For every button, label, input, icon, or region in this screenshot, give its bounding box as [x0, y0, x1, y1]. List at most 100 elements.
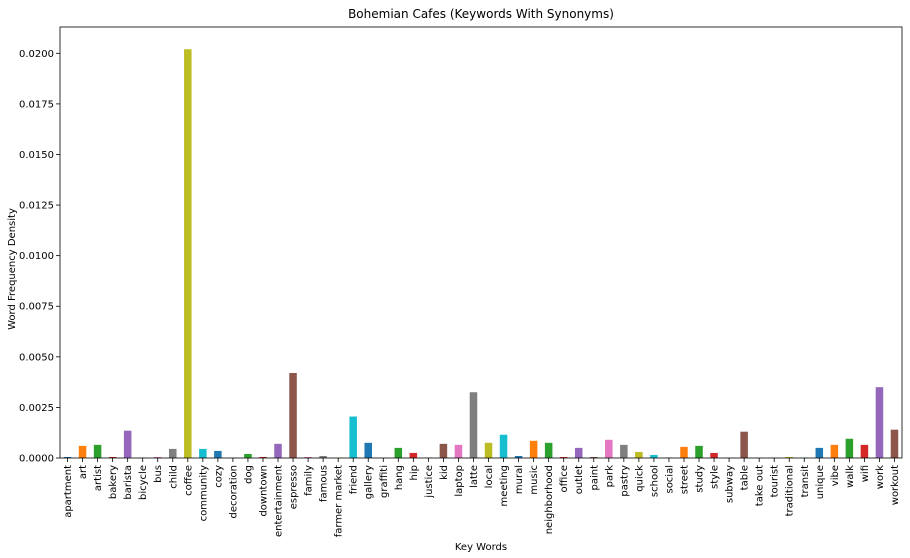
- bar-hip: [409, 452, 418, 458]
- x-tick-label: community: [198, 465, 209, 521]
- bar-kid: [439, 443, 448, 458]
- x-tick-label: table: [740, 465, 751, 490]
- x-tick-label: hip: [409, 465, 420, 480]
- x-tick-label: style: [710, 465, 721, 489]
- bar-pastry: [620, 444, 628, 458]
- y-tick-label: 0.0075: [19, 302, 54, 313]
- x-tick-label: kid: [439, 465, 450, 480]
- bar-friend: [349, 416, 357, 458]
- bar-workout: [890, 429, 899, 458]
- x-tick-label: mural: [514, 465, 525, 494]
- x-tick-label: artist: [93, 465, 104, 491]
- x-tick-label: downtown: [258, 465, 269, 517]
- bar-famous: [319, 455, 327, 458]
- bar-dog: [244, 453, 252, 458]
- x-tick-label: barista: [123, 465, 134, 500]
- y-tick-label: 0.0000: [19, 454, 54, 465]
- bar-espresso: [289, 373, 297, 458]
- y-axis-label: Word Frequency Density: [7, 208, 18, 330]
- bar-paint: [590, 456, 598, 458]
- x-tick-label: family: [304, 465, 315, 496]
- x-tick-label: bicycle: [138, 465, 149, 500]
- x-tick-label: paint: [589, 465, 600, 491]
- y-tick-label: 0.0025: [19, 403, 54, 414]
- x-tick-label: art: [78, 465, 89, 479]
- x-tick-label: local: [484, 465, 495, 488]
- x-tick-label: social: [664, 465, 675, 494]
- bar-apartment: [63, 456, 72, 458]
- plot-area: 0.0000 0.0025 0.0050 0.0075 0.0100 0.0125 0.01…: [19, 26, 903, 537]
- bar-local: [484, 442, 493, 458]
- bar-cozy: [214, 450, 222, 458]
- bar-office: [559, 456, 568, 458]
- x-tick-label: apartment: [63, 465, 74, 518]
- plot-frame: [59, 26, 903, 459]
- x-tick-label: park: [604, 465, 615, 488]
- x-tick-label: farmer market: [334, 465, 345, 537]
- x-tick-label: cozy: [213, 465, 224, 488]
- bar-entertainment: [274, 443, 282, 458]
- x-tick-label: vibe: [830, 465, 841, 486]
- x-tick-label: work: [875, 465, 886, 489]
- x-tick-label: transit: [800, 465, 811, 497]
- x-tick-label: latte: [469, 465, 480, 488]
- x-tick-label: neighborhood: [544, 465, 555, 534]
- bar-bus: [153, 456, 162, 458]
- x-tick-label: meeting: [499, 465, 510, 506]
- x-tick-label: unique: [815, 465, 826, 499]
- x-tick-label: bakery: [108, 465, 119, 499]
- bar-artist: [93, 444, 102, 458]
- x-tick-label: bus: [153, 465, 164, 483]
- y-tick-label: 0.0200: [19, 49, 54, 60]
- x-tick-label: decoration: [228, 465, 239, 519]
- x-tick-label: study: [695, 465, 706, 493]
- bar-gallery: [364, 442, 372, 458]
- bar-mural: [514, 455, 523, 458]
- bar-neighborhood: [544, 442, 553, 458]
- x-tick-label: pastry: [619, 465, 630, 497]
- y-tick-label: 0.0150: [19, 150, 54, 161]
- x-tick-label: hang: [394, 465, 405, 490]
- bar-school: [650, 454, 658, 458]
- x-axis-label: Key Words: [455, 542, 507, 553]
- bar-art: [78, 445, 87, 458]
- bar-bakery: [108, 456, 117, 458]
- x-tick-label: graffiti: [379, 465, 390, 498]
- bar-park: [605, 439, 613, 458]
- bar-family: [304, 456, 312, 458]
- x-tick-label: justice: [424, 465, 435, 499]
- bar-street: [680, 446, 688, 458]
- bar-vibe: [830, 444, 839, 458]
- bar-traditional: [785, 456, 793, 458]
- bar-quick: [635, 451, 643, 458]
- y-tick-label: 0.0125: [19, 201, 54, 212]
- x-tick-label: laptop: [454, 465, 465, 497]
- bar-meeting: [499, 434, 508, 458]
- x-tick-label: dog: [243, 465, 254, 484]
- bar-unique: [815, 447, 824, 458]
- bar-coffee: [184, 49, 192, 458]
- x-tick-label: music: [529, 465, 540, 495]
- y-tick-label: 0.0175: [19, 99, 54, 110]
- x-tick-label: street: [679, 465, 690, 494]
- bar-latte: [469, 392, 478, 458]
- bar-community: [199, 448, 207, 458]
- x-tick-label: school: [649, 465, 660, 497]
- x-tick-label: workout: [890, 465, 901, 505]
- bar-hang: [394, 447, 403, 458]
- x-tick-label: coffee: [183, 465, 194, 496]
- bar-music: [529, 440, 538, 458]
- bar-work: [875, 387, 884, 458]
- bar-style: [710, 452, 718, 458]
- x-tick-label: office: [559, 465, 570, 492]
- bar-barista: [123, 430, 132, 458]
- bar-table: [740, 431, 748, 458]
- x-tick-label: famous: [319, 465, 330, 502]
- y-tick-label: 0.0050: [19, 352, 54, 363]
- x-tick-label: traditional: [785, 465, 796, 516]
- x-tick-label: entertainment: [274, 465, 285, 537]
- x-tick-label: friend: [349, 465, 360, 494]
- x-tick-label: gallery: [364, 465, 375, 499]
- x-tick-label: tourist: [770, 465, 781, 497]
